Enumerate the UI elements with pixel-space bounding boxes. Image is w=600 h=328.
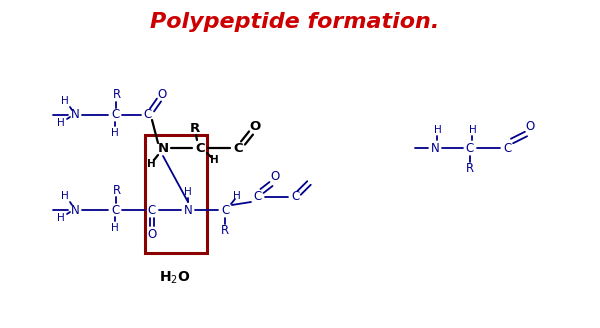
Text: C: C — [148, 203, 156, 216]
Text: C: C — [144, 109, 152, 121]
Text: R: R — [190, 121, 200, 134]
Text: H: H — [57, 213, 65, 223]
Text: N: N — [71, 203, 79, 216]
Text: C: C — [233, 141, 243, 154]
Text: H$_2$O: H$_2$O — [159, 270, 191, 286]
Text: H: H — [233, 191, 241, 201]
Text: H: H — [111, 223, 119, 233]
Text: N: N — [71, 109, 79, 121]
Text: C: C — [291, 191, 299, 203]
Bar — [145, 135, 207, 253]
Text: C: C — [254, 191, 262, 203]
Text: C: C — [195, 141, 205, 154]
Text: O: O — [271, 171, 280, 183]
Text: R: R — [466, 161, 474, 174]
Text: H: H — [57, 118, 65, 128]
Text: O: O — [526, 120, 535, 133]
Text: C: C — [466, 141, 474, 154]
Text: Polypeptide formation.: Polypeptide formation. — [151, 12, 440, 32]
Text: H: H — [61, 96, 69, 106]
Text: H: H — [61, 191, 69, 201]
Text: H: H — [184, 187, 192, 197]
Text: N: N — [157, 141, 169, 154]
Text: H: H — [111, 128, 119, 138]
Text: R: R — [113, 89, 121, 101]
Text: O: O — [250, 120, 260, 133]
Text: C: C — [111, 203, 119, 216]
Text: N: N — [184, 203, 193, 216]
Text: O: O — [157, 88, 167, 100]
Text: C: C — [503, 141, 511, 154]
Text: H: H — [209, 155, 218, 165]
Text: N: N — [431, 141, 439, 154]
Text: H: H — [469, 125, 477, 135]
Text: H: H — [434, 125, 442, 135]
Text: C: C — [111, 109, 119, 121]
Text: R: R — [113, 183, 121, 196]
Text: O: O — [148, 228, 157, 240]
Text: C: C — [221, 203, 229, 216]
Text: H: H — [146, 159, 155, 169]
Text: R: R — [221, 223, 229, 236]
